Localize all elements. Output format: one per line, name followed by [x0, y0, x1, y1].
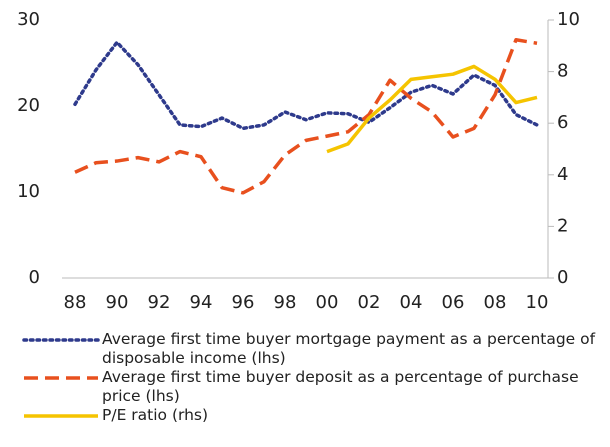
- legend-entry: Average first time buyer deposit as a pe…: [22, 368, 607, 406]
- legend-swatch: [22, 338, 100, 342]
- y2-tick-label: 2: [557, 215, 568, 236]
- x-tick-label: 92: [148, 292, 171, 313]
- series-line: [326, 64, 538, 154]
- legend-label: P/E ratio (rhs): [102, 406, 209, 424]
- legend-entry: P/E ratio (rhs): [22, 406, 607, 425]
- series-line: [74, 38, 538, 195]
- legend-label: Average first time buyer mortgage paymen…: [102, 330, 596, 367]
- y-tick-label: 0: [29, 267, 40, 288]
- y2-tick-label: 6: [557, 112, 568, 133]
- x-tick-label: 08: [484, 292, 507, 313]
- y-tick-label: 30: [17, 9, 40, 30]
- x-tick-label: 88: [64, 292, 87, 313]
- legend-swatch: [24, 414, 98, 418]
- y-tick-label: 20: [17, 95, 40, 116]
- x-tick-label: 04: [400, 292, 423, 313]
- x-tick-label: 10: [526, 292, 549, 313]
- y2-tick-label: 10: [557, 9, 580, 30]
- x-tick-label: 96: [232, 292, 255, 313]
- legend: Average first time buyer mortgage paymen…: [22, 330, 607, 425]
- x-tick-label: 00: [316, 292, 339, 313]
- legend-label: Average first time buyer deposit as a pe…: [102, 368, 579, 405]
- x-tick-label: 90: [106, 292, 129, 313]
- x-tick-label: 02: [358, 292, 381, 313]
- y2-tick-label: 0: [557, 267, 568, 288]
- y2-tick-label: 8: [557, 61, 568, 82]
- series-line: [73, 40, 539, 131]
- legend-swatch: [24, 376, 98, 380]
- y-tick-label: 10: [17, 181, 40, 202]
- x-tick-label: 94: [190, 292, 213, 313]
- x-tick-label: 98: [274, 292, 297, 313]
- x-tick-label: 06: [442, 292, 465, 313]
- y2-tick-label: 4: [557, 164, 568, 185]
- legend-entry: Average first time buyer mortgage paymen…: [22, 330, 607, 368]
